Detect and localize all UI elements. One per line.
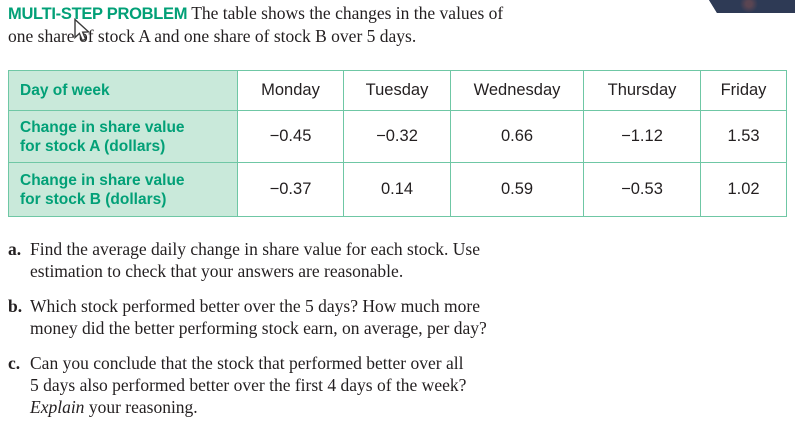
day-header-monday: Monday — [237, 70, 344, 111]
stock-a-thursday-value: −1.12 — [583, 110, 701, 163]
question-c-label: c. — [8, 353, 21, 373]
question-a: a. Find the average daily change in shar… — [8, 238, 728, 282]
question-c: c. Can you conclude that the stock that … — [8, 352, 728, 418]
day-header-wednesday: Wednesday — [450, 70, 584, 111]
stock-b-friday-value: 1.02 — [700, 162, 787, 217]
table-corner-header: Day of week — [8, 70, 238, 111]
question-b-text: Which stock performed better over the 5 … — [30, 295, 487, 339]
question-a-label: a. — [8, 239, 22, 259]
day-header-tuesday: Tuesday — [343, 70, 451, 111]
question-c-after: your reasoning. — [84, 397, 198, 417]
question-c-text: Can you conclude that the stock that per… — [30, 352, 466, 418]
mouse-cursor-icon — [74, 18, 90, 42]
row-label-stock-a: Change in share value for stock A (dolla… — [8, 110, 238, 163]
stock-b-tuesday-value: 0.14 — [343, 162, 451, 217]
day-header-thursday: Thursday — [583, 70, 701, 111]
question-c-italic: Explain — [30, 397, 85, 417]
table-header-row: Day of week Monday Tuesday Wednesday Thu… — [8, 70, 787, 111]
row-label-stock-b: Change in share value for stock B (dolla… — [8, 162, 238, 217]
question-a-body: Find the average daily change in share v… — [30, 239, 480, 281]
question-c-body: Can you conclude that the stock that per… — [30, 353, 467, 395]
stock-a-friday-value: 1.53 — [700, 110, 787, 163]
stock-change-table: Day of week Monday Tuesday Wednesday Thu… — [8, 70, 787, 217]
table-row-stock-a: Change in share value for stock A (dolla… — [8, 110, 787, 163]
stock-b-monday-value: −0.37 — [237, 162, 344, 217]
problem-intro-text: The table shows the changes in the value… — [8, 3, 504, 46]
stock-a-monday-value: −0.45 — [237, 110, 344, 163]
stock-b-wednesday-value: 0.59 — [450, 162, 584, 217]
stock-a-tuesday-value: −0.32 — [343, 110, 451, 163]
problem-type-label: MULTI-STEP PROBLEM — [8, 5, 188, 23]
question-b-body: Which stock performed better over the 5 … — [30, 296, 487, 338]
question-list: a. Find the average daily change in shar… — [8, 238, 728, 431]
question-b: b. Which stock performed better over the… — [8, 295, 728, 339]
question-a-text: Find the average daily change in share v… — [30, 238, 480, 282]
day-header-friday: Friday — [700, 70, 787, 111]
question-b-label: b. — [8, 296, 23, 316]
table-row-stock-b: Change in share value for stock B (dolla… — [8, 162, 787, 217]
stock-a-wednesday-value: 0.66 — [450, 110, 584, 163]
stock-b-thursday-value: −0.53 — [583, 162, 701, 217]
photo-corner-image — [709, 0, 795, 13]
problem-intro: MULTI-STEP PROBLEM The table shows the c… — [8, 2, 708, 47]
